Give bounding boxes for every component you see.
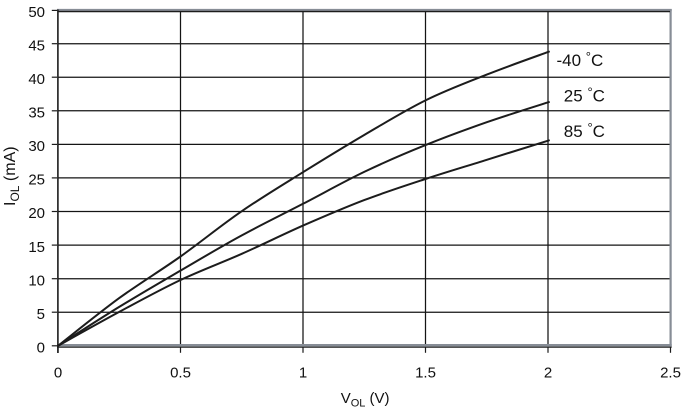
- svg-text:0: 0: [37, 340, 45, 357]
- svg-text:30: 30: [28, 138, 45, 155]
- svg-text:2.5: 2.5: [660, 365, 681, 382]
- svg-text:5: 5: [37, 306, 45, 323]
- svg-text:45: 45: [28, 37, 45, 54]
- svg-text:IOL (mA): IOL (mA): [2, 146, 22, 206]
- svg-text:50: 50: [28, 4, 45, 21]
- svg-text:10: 10: [28, 272, 45, 289]
- svg-text:-40 °C: -40 °C: [557, 49, 604, 70]
- svg-text:1: 1: [299, 365, 307, 382]
- svg-text:20: 20: [28, 205, 45, 222]
- svg-text:25: 25: [28, 172, 45, 189]
- svg-text:2: 2: [544, 365, 552, 382]
- svg-text:35: 35: [28, 105, 45, 122]
- svg-text:1.5: 1.5: [415, 365, 436, 382]
- svg-text:25 °C: 25 °C: [564, 85, 605, 106]
- svg-text:0: 0: [54, 365, 62, 382]
- svg-text:85 °C: 85 °C: [564, 120, 605, 141]
- svg-text:VOL (V): VOL (V): [341, 390, 390, 410]
- svg-text:40: 40: [28, 71, 45, 88]
- svg-text:0.5: 0.5: [170, 365, 191, 382]
- svg-text:15: 15: [28, 239, 45, 256]
